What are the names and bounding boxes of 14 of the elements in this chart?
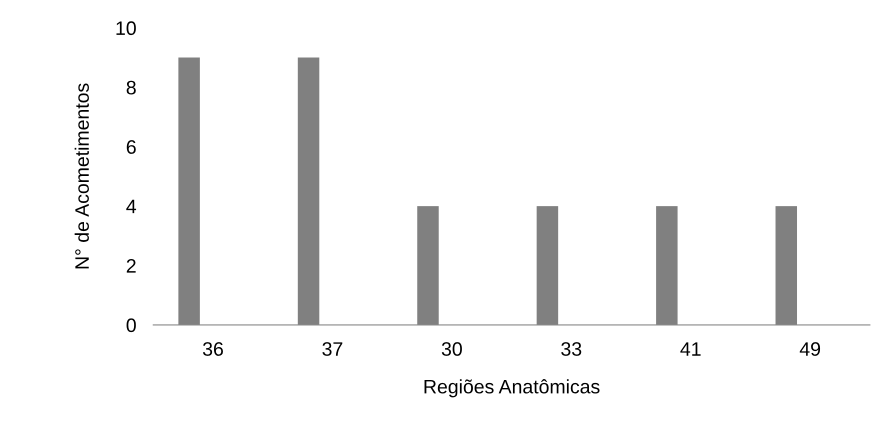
x-tick-label: 33 — [561, 342, 582, 356]
y-tick-label: 10 — [116, 21, 136, 36]
y-tick-label: 6 — [126, 140, 136, 154]
y-tick-label: 2 — [126, 258, 136, 273]
y-tick-label: 8 — [126, 80, 136, 94]
x-tick-label: 36 — [202, 342, 223, 356]
x-tick-label: 41 — [680, 342, 701, 356]
x-tick-label: 49 — [800, 342, 820, 356]
x-axis-title: Regiões Anatômicas — [424, 379, 600, 398]
y-tick-label: 0 — [126, 318, 136, 332]
y-tick-label: 4 — [126, 200, 136, 214]
y-axis-title: N° de Acometimentos — [74, 83, 89, 268]
x-tick-label: 37 — [322, 342, 342, 356]
x-tick-label: 30 — [442, 342, 462, 356]
